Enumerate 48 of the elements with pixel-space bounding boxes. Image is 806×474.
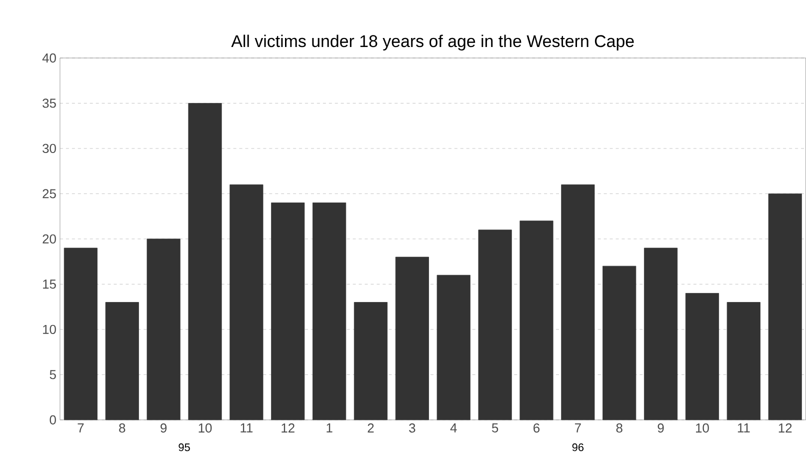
x-tick-label: 7 [574,423,581,432]
bar [230,184,264,420]
y-tick-label: 0 [50,415,56,425]
y-tick-label: 40 [42,53,56,63]
x-tick-label: 10 [198,423,212,433]
text: 95 [178,443,190,452]
y-tick-label: 30 [42,144,56,154]
y-tick-label: 35 [42,98,56,108]
x-tick-label: 4 [450,423,457,432]
text: 96 [572,443,584,452]
bar [64,248,98,420]
bar [726,302,760,420]
x-tick-label: 8 [616,423,622,433]
x-tick-label: 3 [409,423,416,433]
bar [105,302,139,420]
bar [768,194,802,420]
bar [354,302,388,420]
x-tick-label: 7 [78,423,84,432]
y-tick-label: 25 [42,189,56,198]
bar [685,293,719,420]
x-tick-label: 9 [658,423,664,433]
x-tick-label: 11 [738,423,750,432]
y-tick-label: 5 [50,370,56,380]
bar [561,184,595,420]
chart-title: All victims under 18 years of age in the Western Cape [231,34,634,51]
y-tick-label: 20 [42,234,56,244]
x-tick-label: 8 [119,423,126,433]
x-tick-label: 5 [492,423,498,433]
x-tick-label: 12 [282,423,294,433]
bar [520,220,554,420]
y-tick-label: 10 [43,324,56,334]
bar [644,248,678,420]
bar [146,238,180,420]
x-tick-label: 9 [160,423,167,433]
x-tick-label: 2 [368,423,374,433]
bar [602,266,636,420]
bar [395,256,429,420]
x-tick-label: 6 [534,423,540,433]
x-tick-label: 1 [326,423,332,432]
x-tick-label: 10 [696,423,709,433]
bar [188,103,222,420]
bar [436,274,470,420]
bar [271,202,305,420]
bar [478,230,512,420]
x-tick-label: 11 [240,423,253,432]
y-tick-label: 15 [43,280,56,289]
bar [312,202,346,420]
x-tick-label: 12 [778,423,792,433]
